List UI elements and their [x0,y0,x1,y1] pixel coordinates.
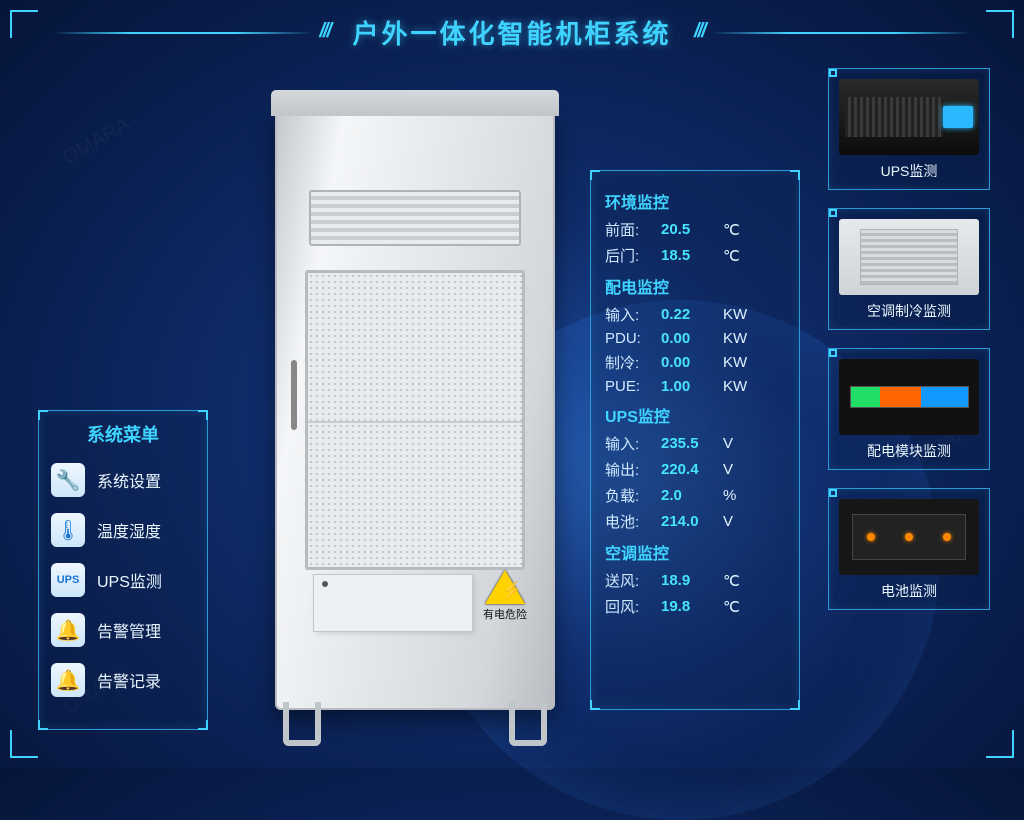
menu-temp-humidity[interactable]: 🌡 温度湿度 [51,513,195,547]
menu-alarm-manage-icon: 🔔 [51,613,85,647]
menu-temp-humidity-icon: 🌡 [51,513,85,547]
frame-corner [986,730,1014,758]
data-row: 后门: 18.5 ℃ [605,245,785,266]
menu-alarm-log-icon: 🔔 [51,663,85,697]
data-value: 2.0 [657,487,723,504]
data-value: 214.0 [657,513,723,530]
menu-ups[interactable]: UPS UPS监测 [51,563,195,597]
data-row: 制冷: 0.00 KW [605,352,785,373]
danger-label: 有电危险 [477,606,533,622]
data-key: 输入: [605,304,657,325]
menu-system-settings-icon: 🔧 [51,463,85,497]
data-section-title: UPS监控 [605,403,785,427]
data-key: 制冷: [605,352,657,373]
menu-ups-icon: UPS [51,563,85,597]
menu-item-label: 温度湿度 [97,518,161,542]
data-section-title: 空调监控 [605,540,785,564]
data-key: 输入: [605,433,657,454]
card-pdu[interactable]: 配电模块监测 [828,348,990,470]
data-key: 回风: [605,596,657,617]
data-value: 1.00 [657,378,723,395]
menu-item-label: 告警管理 [97,618,161,642]
data-row: 电池: 214.0 V [605,511,785,532]
data-key: 后门: [605,245,657,266]
data-value: 0.00 [657,354,723,371]
data-panel: 环境监控前面: 20.5 ℃后门: 18.5 ℃配电监控输入: 0.22 KWP… [590,170,800,710]
data-row: 输出: 220.4 V [605,459,785,480]
right-column: UPS监测 空调制冷监测 配电模块监测 电池监测 [828,68,990,628]
data-key: 前面: [605,219,657,240]
system-menu-panel: 系统菜单 🔧 系统设置🌡 温度湿度UPS UPS监测🔔 告警管理🔔 告警记录 [38,410,208,730]
card-ac[interactable]: 空调制冷监测 [828,208,990,330]
data-key: PUE: [605,378,657,395]
card-label: 配电模块监测 [829,441,989,461]
header: /// 户外一体化智能机柜系统 /// [0,14,1024,51]
menu-item-label: 告警记录 [97,668,161,692]
data-key: 输出: [605,459,657,480]
data-row: 回风: 19.8 ℃ [605,596,785,617]
data-row: 输入: 0.22 KW [605,304,785,325]
data-row: PUE: 1.00 KW [605,378,785,395]
data-unit: KW [723,354,759,371]
menu-system-settings[interactable]: 🔧 系统设置 [51,463,195,497]
data-unit: V [723,513,759,530]
data-key: 送风: [605,570,657,591]
menu-alarm-log[interactable]: 🔔 告警记录 [51,663,195,697]
frame-corner [10,730,38,758]
data-unit: KW [723,330,759,347]
data-unit: V [723,461,759,478]
cabinet-illustration: ⚡ 有电危险 [275,110,555,710]
data-unit: ℃ [723,572,759,590]
data-row: 负载: 2.0 % [605,485,785,506]
data-value: 18.9 [657,572,723,589]
card-label: 电池监测 [829,581,989,601]
menu-item-label: UPS监测 [97,568,162,592]
data-section-title: 配电监控 [605,274,785,298]
card-label: 空调制冷监测 [829,301,989,321]
data-key: PDU: [605,330,657,347]
data-unit: ℃ [723,247,759,265]
card-battery[interactable]: 电池监测 [828,488,990,610]
data-value: 220.4 [657,461,723,478]
data-key: 电池: [605,511,657,532]
data-unit: V [723,435,759,452]
data-unit: ℃ [723,598,759,616]
data-row: 前面: 20.5 ℃ [605,219,785,240]
page-title: 户外一体化智能机柜系统 [340,14,683,51]
data-value: 19.8 [657,598,723,615]
data-row: 送风: 18.9 ℃ [605,570,785,591]
data-key: 负载: [605,485,657,506]
data-value: 0.22 [657,306,723,323]
danger-sign: ⚡ 有电危险 [477,570,533,622]
data-value: 235.5 [657,435,723,452]
data-unit: KW [723,306,759,323]
watermark: OMARA [59,113,134,170]
data-value: 20.5 [657,221,723,238]
data-row: 输入: 235.5 V [605,433,785,454]
card-label: UPS监测 [829,161,989,181]
card-ups[interactable]: UPS监测 [828,68,990,190]
data-unit: % [723,487,759,504]
menu-title: 系统菜单 [51,421,195,447]
menu-item-label: 系统设置 [97,468,161,492]
data-section-title: 环境监控 [605,189,785,213]
menu-alarm-manage[interactable]: 🔔 告警管理 [51,613,195,647]
data-value: 0.00 [657,330,723,347]
data-unit: ℃ [723,221,759,239]
data-unit: KW [723,378,759,395]
data-row: PDU: 0.00 KW [605,330,785,347]
data-value: 18.5 [657,247,723,264]
